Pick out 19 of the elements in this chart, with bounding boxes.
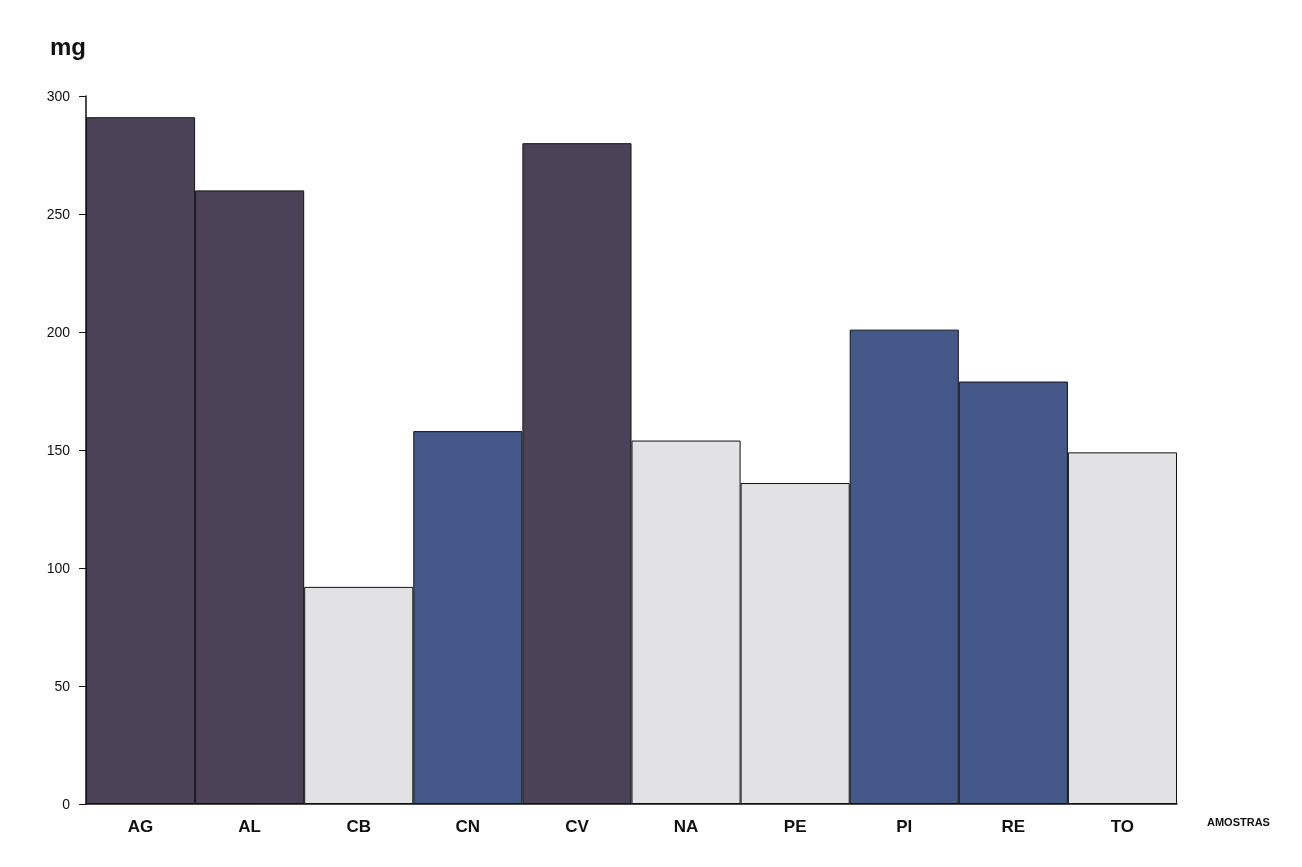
x-tick-label: TO — [1110, 817, 1135, 836]
x-tick-label: NA — [673, 817, 699, 836]
y-tick-label: 200 — [46, 324, 71, 340]
x-axis-title: AMOSTRAS — [1207, 815, 1270, 828]
x-tick-label: RE — [1001, 817, 1026, 836]
x-tick-label: CN — [455, 817, 481, 836]
y-tick-label: 250 — [46, 206, 71, 222]
x-tick-label: CV — [565, 817, 590, 836]
y-tick-label: 300 — [46, 88, 71, 104]
x-tick-label: AL — [238, 817, 261, 836]
x-tick-label: PI — [896, 817, 913, 836]
y-tick-label: 0 — [62, 796, 71, 812]
y-tick-label: 100 — [46, 560, 71, 576]
x-tick-label: CB — [346, 817, 372, 836]
x-tick-label: PE — [783, 817, 807, 836]
x-tick-label: AG — [127, 817, 154, 836]
y-tick-label: 150 — [46, 442, 71, 458]
y-tick-label: 50 — [54, 678, 71, 694]
y-axis-title: mg — [50, 32, 86, 60]
